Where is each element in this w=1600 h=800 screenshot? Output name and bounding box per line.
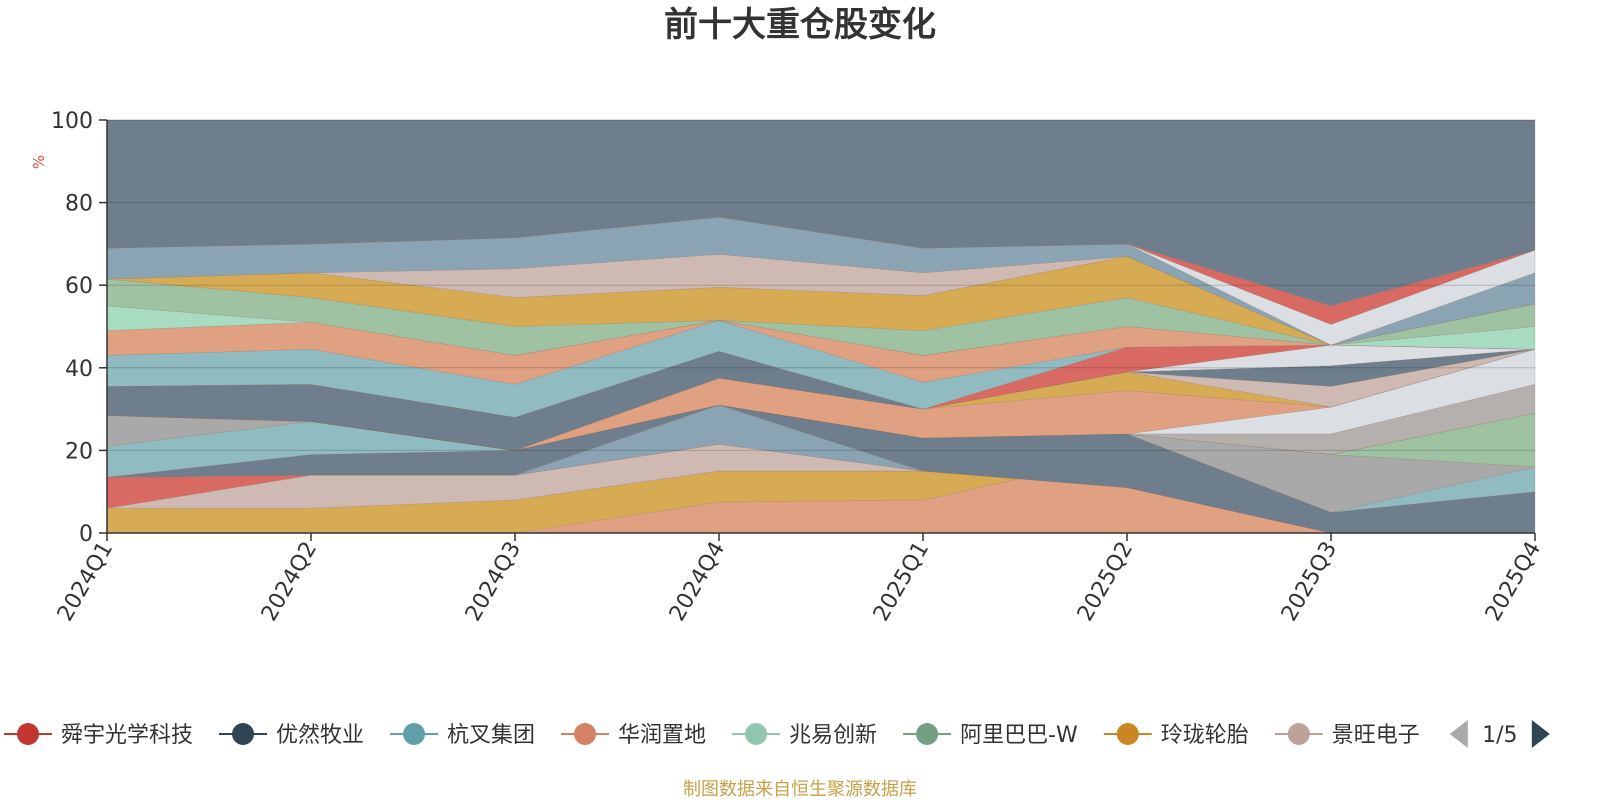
legend-label: 华润置地 (618, 723, 706, 748)
legend-label: 兆易创新 (789, 723, 877, 748)
pager-next-arrow-icon[interactable] (1531, 720, 1550, 748)
y-tick-label-80: 80 (65, 192, 93, 217)
x-tick-label-2024Q3: 2024Q3 (461, 538, 526, 626)
legend-item-5[interactable]: 兆易创新 (732, 723, 877, 748)
legend-item-2[interactable]: 优然牧业 (219, 723, 364, 748)
x-tick-label-2025Q4: 2025Q4 (1481, 538, 1546, 626)
legend-label: 玲珑轮胎 (1161, 723, 1249, 748)
legend-marker (916, 723, 939, 745)
legend-label: 杭叉集团 (447, 723, 535, 748)
legend-item-4[interactable]: 华润置地 (561, 723, 706, 748)
grid-lines (107, 119, 1535, 451)
legend-marker (574, 723, 597, 745)
x-tick-label-2025Q3: 2025Q3 (1277, 538, 1342, 626)
area-layer-7 (106, 404, 1536, 513)
pager-indicator: 1/5 (1482, 723, 1517, 748)
x-tick-label-2024Q1: 2024Q1 (53, 538, 118, 626)
y-tick-label-60: 60 (65, 274, 93, 299)
legend-item-6[interactable]: 阿里巴巴-W (903, 723, 1078, 748)
legend-marker (403, 723, 426, 745)
legend-item-3[interactable]: 杭叉集团 (390, 723, 535, 748)
legend-marker (745, 723, 768, 745)
area-layer-26 (106, 216, 1536, 346)
legend-label: 阿里巴巴-W (960, 723, 1078, 748)
source-note: 制图数据来自恒生聚源数据库 (683, 779, 917, 800)
pager-prev-arrow-icon[interactable] (1449, 720, 1468, 748)
legend-marker (1287, 723, 1310, 745)
y-tick-label-100: 100 (51, 109, 93, 134)
chart-title: 前十大重仓股变化 (664, 5, 936, 45)
legend-marker (17, 723, 39, 745)
legend-marker (1116, 723, 1139, 745)
plot-area (106, 119, 1536, 534)
legend-label: 舜宇光学科技 (61, 723, 193, 748)
legend-label: 优然牧业 (276, 723, 364, 748)
area-layer-28 (106, 119, 1536, 307)
legend-pager[interactable]: 1/5 (1449, 720, 1550, 748)
legend-item-1[interactable]: 舜宇光学科技 (4, 723, 193, 748)
y-tick-label-40: 40 (65, 357, 93, 382)
x-tick-label-2024Q4: 2024Q4 (665, 538, 730, 626)
y-axis-unit-label: % (30, 155, 48, 169)
legend-marker (232, 723, 255, 745)
legend-label: 景旺电子 (1332, 723, 1420, 748)
y-tick-label-20: 20 (65, 439, 93, 464)
area-layer-5 (106, 404, 1535, 534)
area-layer-16 (106, 348, 1536, 451)
legend-item-7[interactable]: 玲珑轮胎 (1103, 723, 1249, 748)
legend-item-8[interactable]: 景旺电子 (1274, 723, 1420, 748)
x-tick-label-2025Q1: 2025Q1 (869, 538, 934, 626)
legend[interactable]: 舜宇光学科技 优然牧业 杭叉集团 华润置地 兆易创新 阿里巴巴-W 玲珑轮胎 景旺电子 1/5 (4, 720, 1550, 748)
y-tick-label-0: 0 (79, 522, 93, 547)
x-tick-label-2025Q2: 2025Q2 (1073, 538, 1138, 626)
x-tick-label-2024Q2: 2024Q2 (257, 538, 322, 626)
